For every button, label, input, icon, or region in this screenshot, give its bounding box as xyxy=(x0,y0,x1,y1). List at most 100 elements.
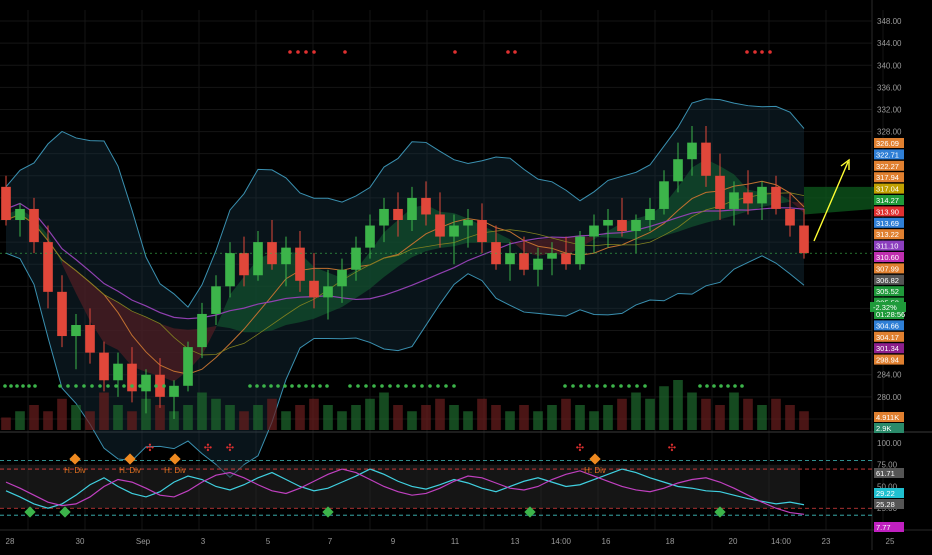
candle xyxy=(617,197,627,237)
price-badge: 4.911K xyxy=(874,412,904,422)
osc-value-badge: 7.77 xyxy=(874,522,904,532)
buy-signal-dot xyxy=(27,384,31,388)
osc-sell-cross: ✣ xyxy=(576,443,584,454)
buy-signal-dot xyxy=(9,384,13,388)
volume-bar xyxy=(225,405,235,430)
change-badge-text: -2.32% xyxy=(873,303,897,312)
buy-signal-dot xyxy=(348,384,352,388)
buy-signal-dot xyxy=(15,384,19,388)
candle-body xyxy=(155,374,165,397)
price-axis[interactable]: 348.00344.00340.00336.00332.00328.00324.… xyxy=(870,17,906,532)
band-lower xyxy=(5,252,805,479)
sell-signal-dot xyxy=(513,50,517,54)
cloud-segment xyxy=(384,220,398,277)
volume-bar xyxy=(589,411,599,430)
volume-bar xyxy=(71,405,81,430)
price-badge: 307.99 xyxy=(874,263,904,274)
price-badge-text: 313.69 xyxy=(876,219,899,228)
price-badge-text: 306.82 xyxy=(876,276,899,285)
candle-body xyxy=(127,363,137,392)
candle-body xyxy=(15,208,25,220)
divergence-marker xyxy=(589,453,601,465)
volume-bar xyxy=(435,398,445,430)
cloud-segment xyxy=(370,232,384,289)
buy-signal-dot xyxy=(269,384,273,388)
sell-signal-dot xyxy=(760,50,764,54)
price-badge-text: 01:28:56 xyxy=(876,310,905,319)
candle xyxy=(155,358,165,408)
osc-series-line xyxy=(5,468,805,509)
sell-signal-dot xyxy=(753,50,757,54)
candle xyxy=(631,214,641,254)
candle-body xyxy=(309,280,319,298)
buy-signal-dot xyxy=(21,384,25,388)
volume-bar xyxy=(253,405,263,430)
volume-bar xyxy=(29,405,39,430)
price-badge-bg xyxy=(874,229,904,240)
price-badge-text: 4.911K xyxy=(876,413,899,422)
candle xyxy=(771,175,781,215)
price-badge-bg xyxy=(874,263,904,274)
volume-bar xyxy=(561,398,571,430)
candle-body xyxy=(715,175,725,209)
buy-signal-dot xyxy=(579,384,583,388)
price-badge-bg xyxy=(874,252,904,262)
price-badge-text: 311.10 xyxy=(876,242,898,251)
price-badge: 2.9K xyxy=(874,423,904,433)
price-badge: 313.69 xyxy=(874,217,904,228)
candle xyxy=(603,208,613,248)
candle-body xyxy=(449,225,459,237)
osc-buy-marker xyxy=(714,506,726,518)
volume-bar xyxy=(15,411,25,430)
divergence-label: H. Div xyxy=(164,466,186,475)
price-tick-label: 344.00 xyxy=(877,39,902,48)
volume-bar xyxy=(519,405,529,430)
candle-body xyxy=(71,325,81,337)
candlesticks[interactable] xyxy=(1,126,809,419)
volume-bar xyxy=(617,398,627,430)
candle-body xyxy=(785,208,795,226)
buy-signal-dot xyxy=(162,384,166,388)
candle xyxy=(351,236,361,281)
price-badge-bg xyxy=(874,172,904,183)
volume-bar xyxy=(631,392,641,430)
oscillator-pane[interactable]: H. Div H. Div H. Div H. Div ✣ ✣ ✣ ✣ ✣ xyxy=(0,443,872,518)
buy-signal-dot xyxy=(428,384,432,388)
candle-body xyxy=(771,186,781,209)
candle-body xyxy=(701,142,711,176)
volume-bar xyxy=(337,411,347,430)
buy-signal-dot xyxy=(364,384,368,388)
candle-body xyxy=(141,374,151,392)
volume-bar xyxy=(407,411,417,430)
candle-body xyxy=(617,220,627,232)
time-tick-label: 30 xyxy=(76,537,85,546)
time-axis[interactable]: 28 30 Sep 3 5 7 9 11 13 14:00 16 18 20 14:00 23 25 xyxy=(6,537,895,546)
osc-value-badge-text: 61.71 xyxy=(876,469,895,478)
candle-body xyxy=(197,313,207,348)
volume-bar xyxy=(309,398,319,430)
buy-signal-dot xyxy=(82,384,86,388)
candle xyxy=(463,208,473,248)
candle-body xyxy=(253,242,263,276)
candle-body xyxy=(29,208,39,243)
cloud-segment xyxy=(692,159,706,227)
candle-body xyxy=(113,363,123,381)
buy-signal-dot xyxy=(297,384,301,388)
candle xyxy=(365,214,375,259)
price-badge-bg xyxy=(874,343,904,354)
osc-tick-label: 50.00 xyxy=(877,482,898,491)
candle xyxy=(519,236,529,276)
cloud-segment xyxy=(594,231,608,240)
cloud-segment xyxy=(524,240,538,256)
price-badge-text: 317.04 xyxy=(876,185,899,194)
price-badge-text: 304.17 xyxy=(876,333,899,342)
buy-signal-dot xyxy=(436,384,440,388)
price-tick-label: 332.00 xyxy=(877,105,902,114)
candle-body xyxy=(351,247,361,270)
buy-signal-dot xyxy=(571,384,575,388)
price-badge-bg xyxy=(874,309,904,319)
volume-bar xyxy=(715,405,725,430)
candle xyxy=(715,153,725,220)
